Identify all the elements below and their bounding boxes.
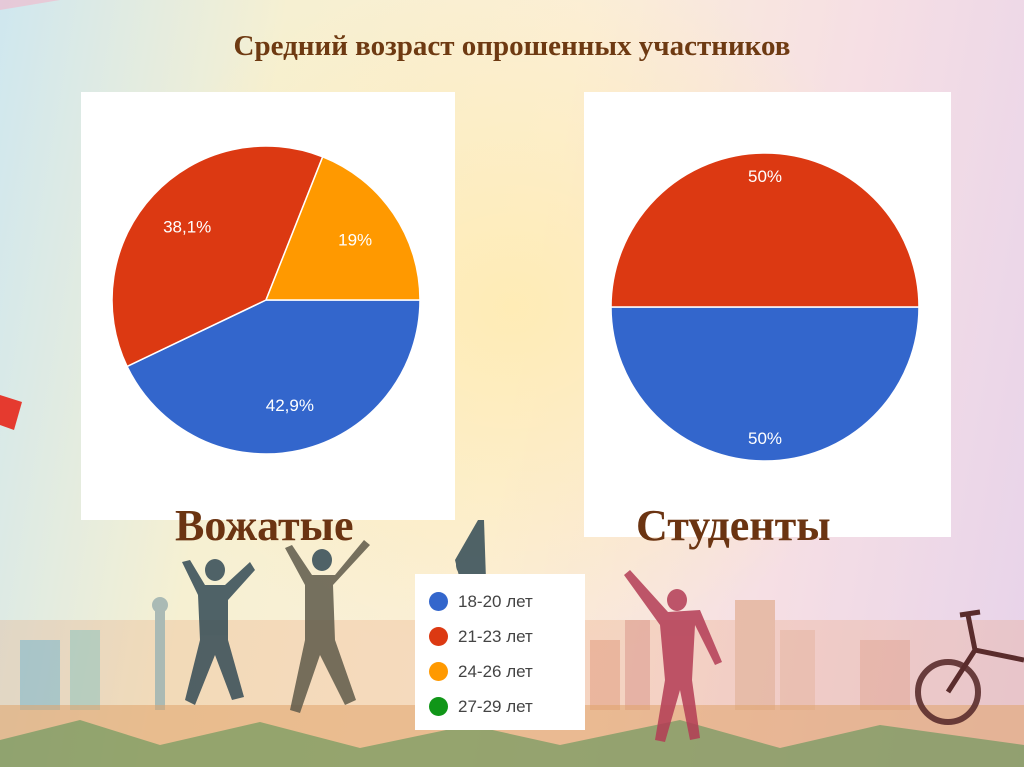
pie-slice-18-20 [126,299,421,455]
chart-legend: 18-20 лет 21-23 лет 24-26 лет 27-29 лет [415,574,585,730]
legend-swatch-18-20 [429,592,448,611]
pie-slice-label-18-20: 42,9% [266,396,314,415]
chart-panel-vozhatye: 42,9% 38,1% 19% [81,92,455,520]
slide-title: Средний возраст опрошенных участников [233,30,791,62]
legend-label-24-26: 24-26 лет [458,661,533,681]
legend-label-27-29: 27-29 лет [458,696,533,716]
pie-chart-studenty: 50% 50% [610,152,920,462]
pie-slice-21-23 [610,152,920,308]
pie-slice-18-20 [610,306,920,462]
pie-slice-label-21-23: 38,1% [163,217,211,236]
pie-chart-vozhatye: 42,9% 38,1% 19% [111,145,421,455]
legend-swatch-24-26 [429,662,448,681]
legend-swatch-27-29 [429,697,448,716]
legend-label-21-23: 21-23 лет [458,626,533,646]
pie-slice-label-24-26: 19% [338,230,372,249]
caption-studenty: Студенты [636,501,831,550]
pie-slice-24-26 [264,155,421,301]
legend-item-24-26: 24-26 лет [429,654,585,689]
chart-panel-studenty: 50% 50% [584,92,951,537]
legend-swatch-21-23 [429,627,448,646]
pie-slice-label-21-23: 50% [748,167,782,186]
legend-item-21-23: 21-23 лет [429,619,585,654]
legend-label-18-20: 18-20 лет [458,591,533,611]
caption-vozhatye: Вожатые [175,501,354,550]
legend-item-18-20: 18-20 лет [429,584,585,619]
pie-slice-21-23 [111,145,324,368]
legend-item-27-29: 27-29 лет [429,689,585,724]
pie-slice-label-18-20: 50% [748,429,782,448]
